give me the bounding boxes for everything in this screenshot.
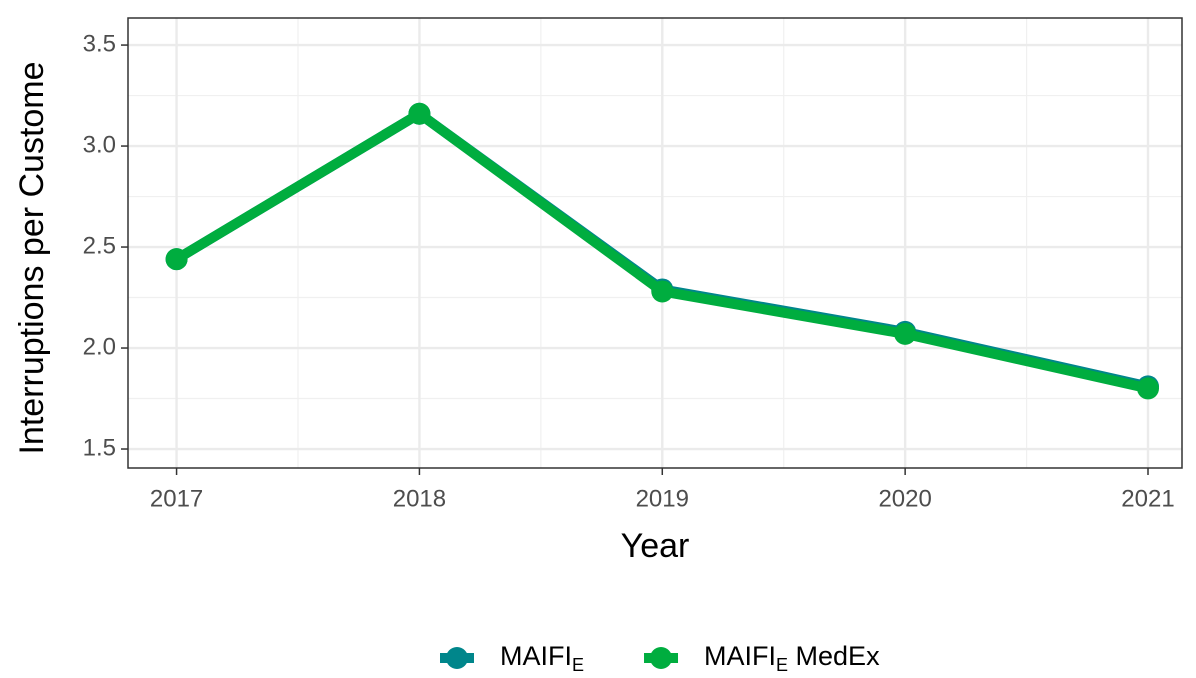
plot-border (127, 17, 1183, 469)
point (894, 322, 917, 345)
y-tick-label: 3.0 (83, 131, 116, 158)
legend-point (446, 647, 468, 669)
legend-point (650, 647, 673, 669)
y-axis-title: Interruptions per Custome (13, 61, 51, 454)
point (1137, 377, 1159, 400)
point (165, 248, 188, 271)
y-tick-label: 2.0 (83, 333, 116, 360)
legend-label: MAIFIE MedEx (704, 641, 880, 675)
legend-label: MAIFIE (500, 641, 584, 675)
point (651, 280, 674, 303)
y-tick-label: 1.5 (83, 434, 116, 461)
point (408, 102, 431, 125)
y-tick-label: 2.5 (83, 232, 116, 259)
x-tick-label: 2017 (150, 485, 203, 512)
y-tick-label: 3.5 (83, 30, 116, 57)
x-axis-title: Year (621, 527, 690, 565)
x-tick-label: 2021 (1121, 485, 1174, 512)
x-tick-label: 2020 (878, 485, 931, 512)
x-tick-label: 2018 (393, 485, 446, 512)
x-tick-label: 2019 (636, 485, 689, 512)
